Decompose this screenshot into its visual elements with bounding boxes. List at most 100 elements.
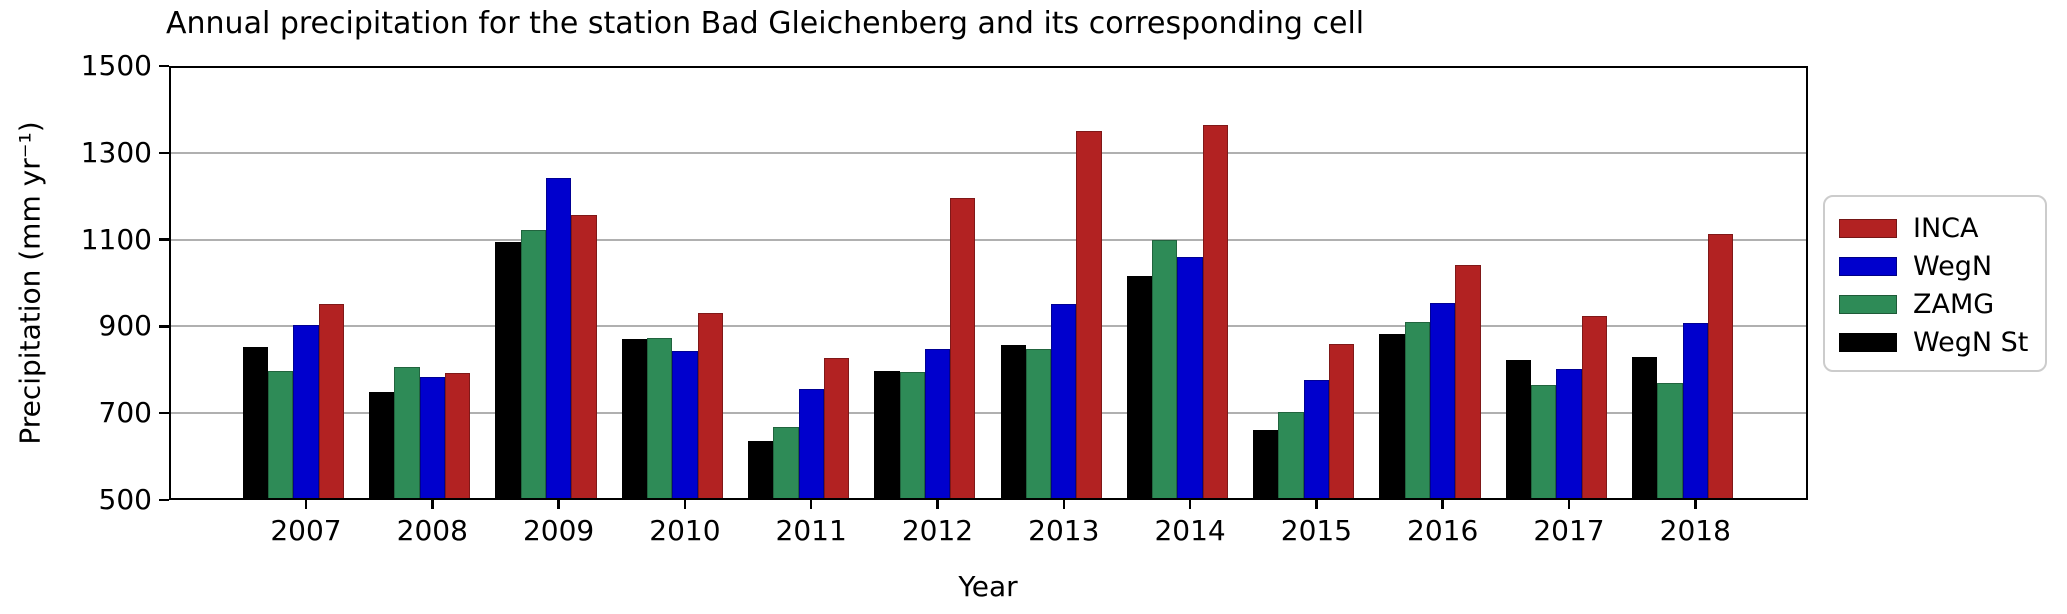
bar-wegn-st-2011	[747, 441, 774, 500]
gridline-700	[171, 412, 1806, 415]
bar-inca-2010	[697, 313, 723, 500]
y-tick-label-900: 900	[98, 309, 152, 343]
x-tick-2013	[1062, 500, 1066, 509]
legend-label-inca: INCA	[1913, 212, 1979, 244]
bar-wegn-2010	[672, 351, 698, 500]
bar-inca-2014	[1202, 125, 1229, 500]
bar-wegn-2007	[293, 324, 319, 500]
bar-zamg-2015	[1278, 412, 1304, 500]
x-tick-label-2014: 2014	[1154, 514, 1226, 547]
bar-zamg-2013	[1025, 348, 1052, 500]
chart-title: Annual precipitation for the station Bad…	[166, 6, 1365, 41]
bar-inca-2015	[1329, 343, 1355, 500]
y-tick-500	[159, 498, 169, 502]
bar-wegn-2015	[1303, 379, 1330, 500]
bar-wegn-st-2018	[1632, 356, 1658, 500]
x-tick-2012	[936, 500, 939, 509]
bar-inca-2016	[1455, 264, 1481, 500]
y-tick-label-1100: 1100	[80, 222, 152, 256]
legend-item-zamg: ZAMG	[1839, 286, 2035, 322]
bar-wegn-st-2016	[1379, 333, 1405, 500]
legend-swatch-wegn	[1839, 256, 1897, 276]
x-axis-label: Year	[958, 570, 1018, 603]
gridline-1300	[171, 151, 1806, 154]
bar-zamg-2010	[646, 338, 673, 500]
x-tick-label-2009: 2009	[522, 514, 595, 547]
x-tick-2011	[809, 500, 813, 509]
x-tick-2009	[557, 500, 560, 509]
x-tick-label-2010: 2010	[649, 514, 721, 547]
bar-wegn-st-2008	[369, 391, 395, 500]
bar-zamg-2007	[268, 371, 294, 500]
bar-wegn-st-2007	[242, 346, 269, 500]
bar-wegn-2008	[419, 377, 445, 500]
bar-zamg-2008	[394, 367, 420, 500]
bar-zamg-2014	[1152, 239, 1178, 500]
bar-wegn-st-2010	[621, 339, 647, 500]
legend-label-wegn: WegN	[1913, 250, 1993, 282]
y-tick-1300	[159, 151, 169, 155]
x-tick-label-2008: 2008	[396, 514, 468, 547]
x-tick-2016	[1441, 500, 1444, 509]
legend-swatch-wegn-st	[1839, 332, 1897, 352]
legend: INCA WegN ZAMG WegN St	[1823, 195, 2047, 372]
y-tick-1100	[159, 238, 169, 241]
bar-zamg-2016	[1404, 322, 1431, 500]
y-tick-900	[159, 325, 169, 328]
y-tick-1500	[159, 64, 169, 68]
bar-wegn-st-2015	[1253, 429, 1279, 500]
legend-item-wegn-st: WegN St	[1839, 324, 2035, 360]
legend-swatch-zamg	[1839, 294, 1897, 314]
x-tick-label-2018: 2018	[1659, 514, 1731, 547]
x-tick-label-2015: 2015	[1280, 514, 1353, 547]
bar-inca-2011	[823, 358, 850, 500]
x-tick-label-2012: 2012	[901, 514, 974, 547]
bar-wegn-2013	[1051, 304, 1077, 500]
y-tick-label-1500: 1500	[80, 49, 152, 82]
gridline-1100	[171, 238, 1806, 241]
bar-wegn-2011	[798, 389, 824, 500]
bar-zamg-2011	[773, 427, 799, 500]
y-tick-label-500: 500	[98, 483, 152, 516]
x-tick-2018	[1694, 500, 1697, 509]
bar-inca-2013	[1076, 131, 1102, 500]
bar-inca-2007	[318, 304, 344, 500]
x-tick-label-2007: 2007	[270, 514, 342, 547]
y-tick-700	[159, 411, 169, 415]
legend-item-inca: INCA	[1839, 210, 2035, 246]
y-tick-label-700: 700	[98, 396, 152, 430]
gridline-900	[171, 325, 1806, 328]
bar-inca-2012	[950, 198, 976, 500]
x-tick-2017	[1567, 500, 1571, 509]
bar-zamg-2017	[1531, 384, 1557, 500]
bar-zamg-2009	[520, 230, 546, 500]
bar-zamg-2012	[899, 371, 925, 500]
legend-label-zamg: ZAMG	[1913, 288, 1995, 320]
bar-inca-2009	[571, 215, 597, 500]
bar-wegn-2017	[1556, 368, 1582, 500]
y-axis-label: Precipitation (mm yr⁻¹)	[13, 121, 47, 445]
x-tick-label-2017: 2017	[1533, 514, 1605, 547]
bar-zamg-2018	[1657, 382, 1683, 500]
legend-label-wegn-st: WegN St	[1913, 326, 2029, 358]
legend-item-wegn: WegN	[1839, 248, 2035, 284]
bar-wegn-st-2014	[1126, 275, 1153, 500]
bar-wegn-st-2013	[1000, 345, 1026, 500]
bar-wegn-2016	[1430, 303, 1456, 500]
bar-inca-2017	[1581, 315, 1607, 500]
bar-wegn-st-2009	[495, 241, 521, 500]
legend-swatch-inca	[1839, 218, 1897, 238]
bar-inca-2018	[1707, 234, 1734, 500]
bar-inca-2008	[444, 372, 471, 500]
x-tick-label-2016: 2016	[1407, 514, 1479, 547]
x-tick-2010	[683, 500, 687, 509]
bar-wegn-2012	[924, 348, 951, 500]
bar-wegn-st-2017	[1505, 360, 1532, 500]
x-tick-2007	[304, 500, 308, 509]
x-tick-2008	[431, 500, 434, 509]
bar-wegn-2018	[1682, 322, 1708, 500]
x-tick-2014	[1188, 500, 1192, 509]
bar-wegn-st-2012	[874, 370, 900, 500]
x-tick-label-2013: 2013	[1028, 514, 1100, 547]
